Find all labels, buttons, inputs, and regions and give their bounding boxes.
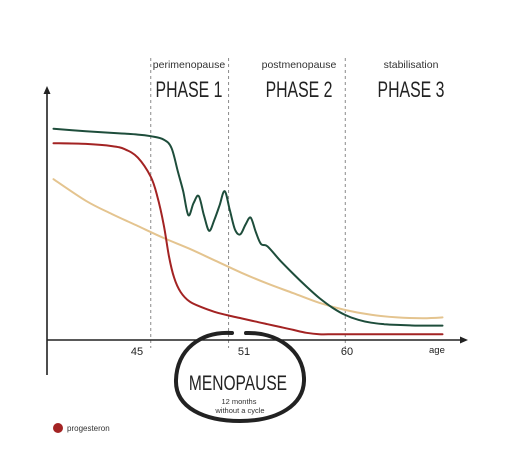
series-lines <box>52 127 444 336</box>
x-axis-label: age <box>429 345 445 356</box>
yellow-hormone-line <box>52 178 444 320</box>
menopause-circle <box>173 330 307 424</box>
phase-3-header: stabilisation PHASE 3 <box>378 59 445 103</box>
phase-1-subtitle: perimenopause <box>153 59 226 71</box>
phase-2-header: postmenopause PHASE 2 <box>262 59 337 103</box>
menopause-annotation: MENOPAUSE 12 months without a cycle <box>173 330 307 424</box>
menopause-subtitle-line-2: without a cycle <box>214 406 264 415</box>
x-tick-45: 45 <box>131 346 143 358</box>
phase-2-title: PHASE 2 <box>266 79 333 103</box>
phase-2-subtitle: postmenopause <box>262 59 337 71</box>
menopause-subtitle-line-1: 12 months <box>221 397 256 406</box>
phase-1-title: PHASE 1 <box>156 79 223 103</box>
phase-1-header: perimenopause PHASE 1 <box>153 59 226 103</box>
x-tick-51: 51 <box>238 346 250 358</box>
x-axis-arrow <box>460 336 468 344</box>
phase-3-title: PHASE 3 <box>378 79 445 103</box>
legend-dot-progesteron <box>53 423 63 433</box>
green-hormone-line <box>52 127 444 327</box>
axes <box>43 86 468 375</box>
x-tick-60: 60 <box>341 346 353 358</box>
menopause-title: MENOPAUSE <box>189 371 287 395</box>
menopause-subtitle: 12 months without a cycle <box>214 397 264 415</box>
progesteron-line <box>52 142 444 336</box>
phase-3-subtitle: stabilisation <box>384 59 439 71</box>
legend: progesteron <box>53 423 110 433</box>
legend-label-progesteron: progesteron <box>67 424 110 433</box>
y-axis-arrow <box>43 86 51 94</box>
